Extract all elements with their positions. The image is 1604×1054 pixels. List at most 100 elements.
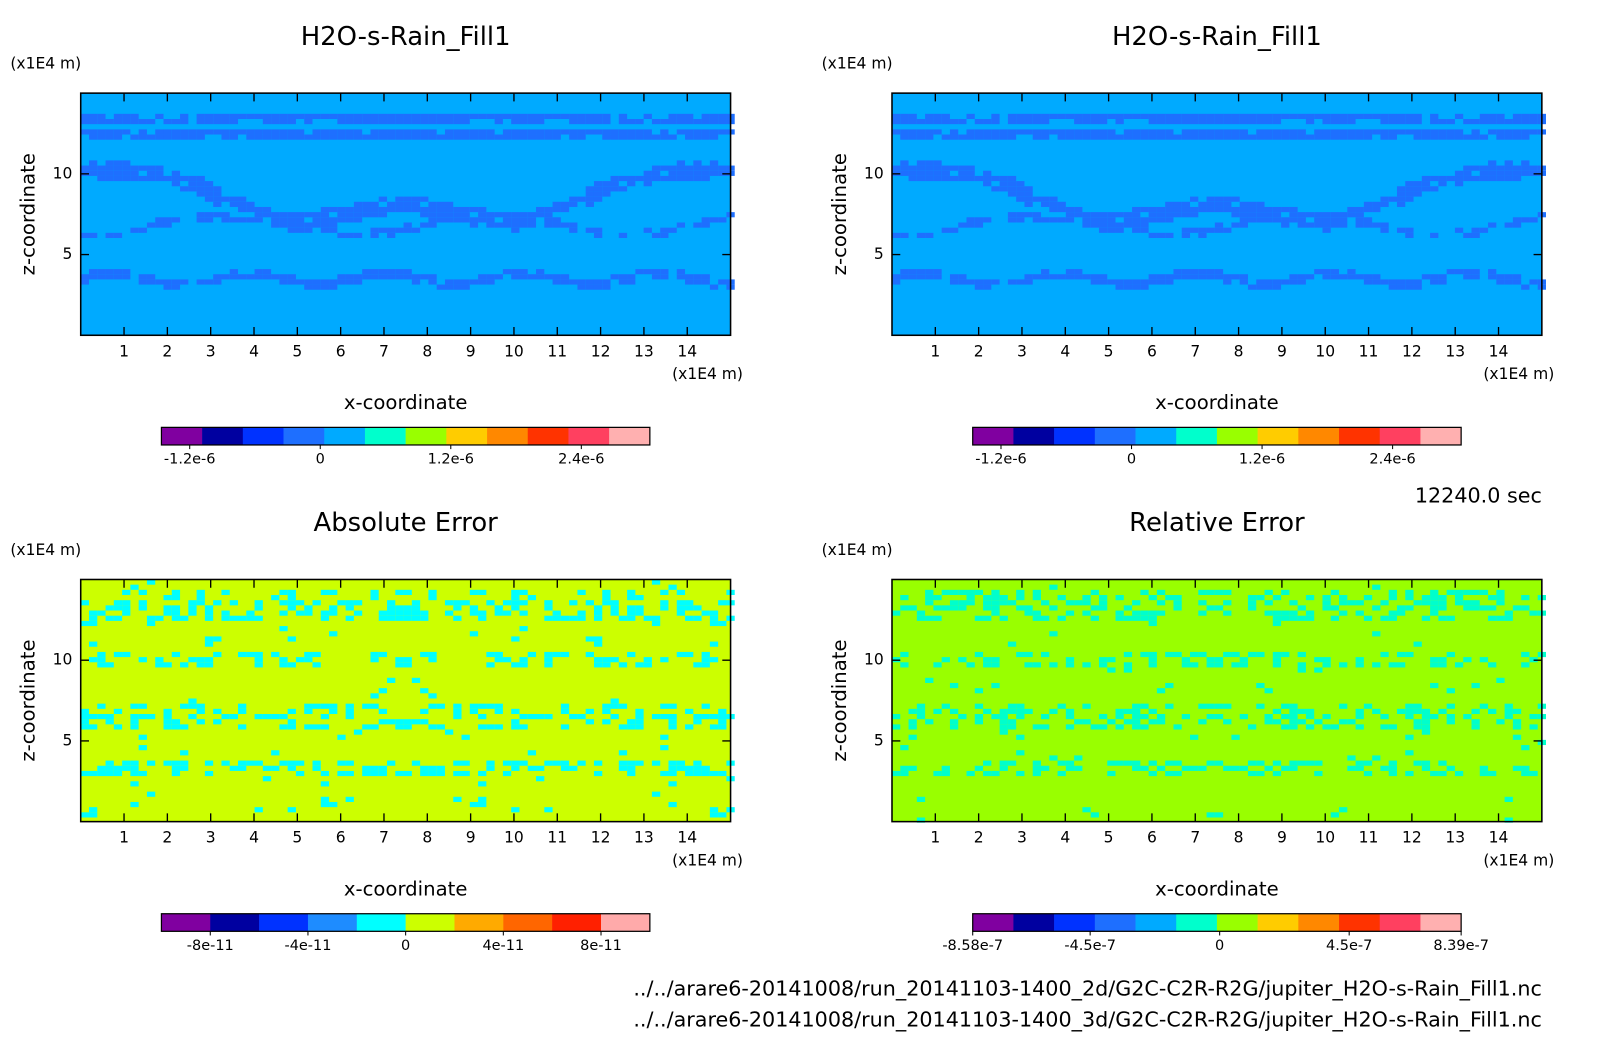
contour-cell bbox=[1107, 217, 1116, 223]
contour-cell bbox=[1223, 201, 1232, 207]
contour-cell bbox=[1016, 129, 1025, 135]
contour-cell bbox=[1521, 113, 1530, 120]
contour-cell bbox=[411, 600, 421, 606]
contour-cell bbox=[1388, 119, 1397, 125]
contour-cell bbox=[229, 113, 239, 120]
contour-cell bbox=[1281, 714, 1290, 720]
contour-cell bbox=[916, 714, 926, 720]
contour-cell bbox=[1239, 119, 1248, 125]
contour-cell bbox=[1198, 269, 1207, 275]
contour-cell bbox=[1049, 113, 1058, 120]
contour-cell bbox=[1115, 708, 1124, 715]
contour-cell bbox=[494, 724, 503, 730]
contour-cell bbox=[1181, 113, 1191, 120]
x-tick-label: 4 bbox=[1060, 342, 1070, 360]
contour-cell bbox=[983, 615, 992, 621]
contour-cell bbox=[1016, 734, 1025, 740]
contour-cell bbox=[941, 589, 950, 596]
contour-cell bbox=[1372, 201, 1381, 207]
contour-cell bbox=[262, 269, 272, 275]
contour-cell bbox=[593, 129, 603, 135]
contour-cell bbox=[1322, 217, 1331, 223]
contour-cell bbox=[271, 750, 280, 756]
contour-cell bbox=[312, 765, 321, 771]
contour-cell bbox=[552, 610, 561, 616]
contour-cell bbox=[345, 129, 354, 135]
contour-cell bbox=[668, 584, 677, 590]
contour-cell bbox=[254, 113, 263, 120]
contour-cell bbox=[676, 129, 686, 135]
contour-cell bbox=[163, 605, 172, 611]
contour-cell bbox=[536, 206, 545, 213]
contour-cell bbox=[1421, 724, 1431, 730]
contour-cell bbox=[1512, 765, 1522, 771]
contour-cell bbox=[88, 113, 98, 120]
contour-cell bbox=[353, 206, 363, 213]
contour-cell bbox=[519, 600, 528, 606]
contour-cell bbox=[1148, 620, 1157, 627]
contour-cell bbox=[1289, 714, 1298, 720]
contour-cell bbox=[1156, 206, 1166, 213]
contour-cell bbox=[478, 703, 487, 709]
colorbar-swatch bbox=[1135, 427, 1177, 445]
colorbar-swatch bbox=[1420, 913, 1462, 932]
contour-cell bbox=[428, 703, 437, 709]
contour-cell bbox=[991, 714, 1000, 720]
contour-cell bbox=[395, 615, 404, 621]
contour-cell bbox=[304, 703, 313, 709]
contour-cell bbox=[618, 274, 628, 280]
contour-cell bbox=[196, 175, 205, 182]
contour-cell bbox=[949, 134, 959, 140]
contour-cell bbox=[146, 222, 156, 228]
contour-cell bbox=[610, 610, 619, 616]
contour-cell bbox=[1007, 719, 1017, 725]
contour-cell bbox=[345, 113, 354, 120]
contour-cell bbox=[1247, 724, 1257, 730]
contour-cell bbox=[254, 651, 263, 658]
contour-cell bbox=[1504, 274, 1513, 280]
contour-cell bbox=[130, 714, 139, 720]
contour-cell bbox=[1239, 274, 1248, 280]
contour-cell bbox=[1214, 222, 1224, 228]
contour-cell bbox=[486, 129, 495, 135]
contour-cell bbox=[527, 765, 537, 771]
contour-cell bbox=[701, 170, 710, 176]
contour-cell bbox=[1405, 605, 1414, 611]
contour-cell bbox=[113, 129, 123, 135]
contour-cell bbox=[544, 605, 553, 611]
contour-cell bbox=[1363, 279, 1373, 285]
contour-cell bbox=[1512, 222, 1522, 228]
contour-cell bbox=[1107, 760, 1116, 766]
contour-cell bbox=[1488, 160, 1497, 166]
contour-cell bbox=[221, 760, 230, 766]
contour-cell bbox=[1007, 191, 1017, 197]
contour-cell bbox=[436, 113, 445, 120]
contour-cell bbox=[486, 724, 495, 730]
contour-cell bbox=[676, 113, 686, 120]
contour-cell bbox=[1090, 217, 1099, 223]
contour-cell bbox=[188, 703, 197, 709]
contour-cell bbox=[1396, 662, 1406, 668]
contour-cell bbox=[80, 274, 89, 280]
contour-cell bbox=[395, 227, 404, 233]
contour-cell bbox=[1272, 284, 1282, 290]
x-tick-label: 1 bbox=[930, 829, 940, 847]
contour-cell bbox=[238, 113, 247, 120]
contour-cell bbox=[1098, 134, 1108, 140]
contour-cell bbox=[130, 801, 139, 808]
contour-cell bbox=[138, 227, 147, 233]
contour-cell bbox=[660, 734, 669, 740]
contour-cell bbox=[420, 129, 429, 135]
contour-cell bbox=[908, 719, 917, 725]
contour-cell bbox=[271, 651, 280, 658]
contour-cell bbox=[88, 269, 98, 275]
contour-cell bbox=[196, 600, 205, 606]
contour-cell bbox=[1297, 651, 1306, 658]
contour-cell bbox=[428, 222, 437, 228]
contour-cell bbox=[287, 595, 296, 601]
contour-cell bbox=[1281, 129, 1290, 135]
contour-cell bbox=[469, 801, 479, 808]
contour-cell bbox=[180, 662, 189, 668]
contour-cell bbox=[1463, 170, 1472, 176]
contour-cell bbox=[577, 196, 586, 202]
